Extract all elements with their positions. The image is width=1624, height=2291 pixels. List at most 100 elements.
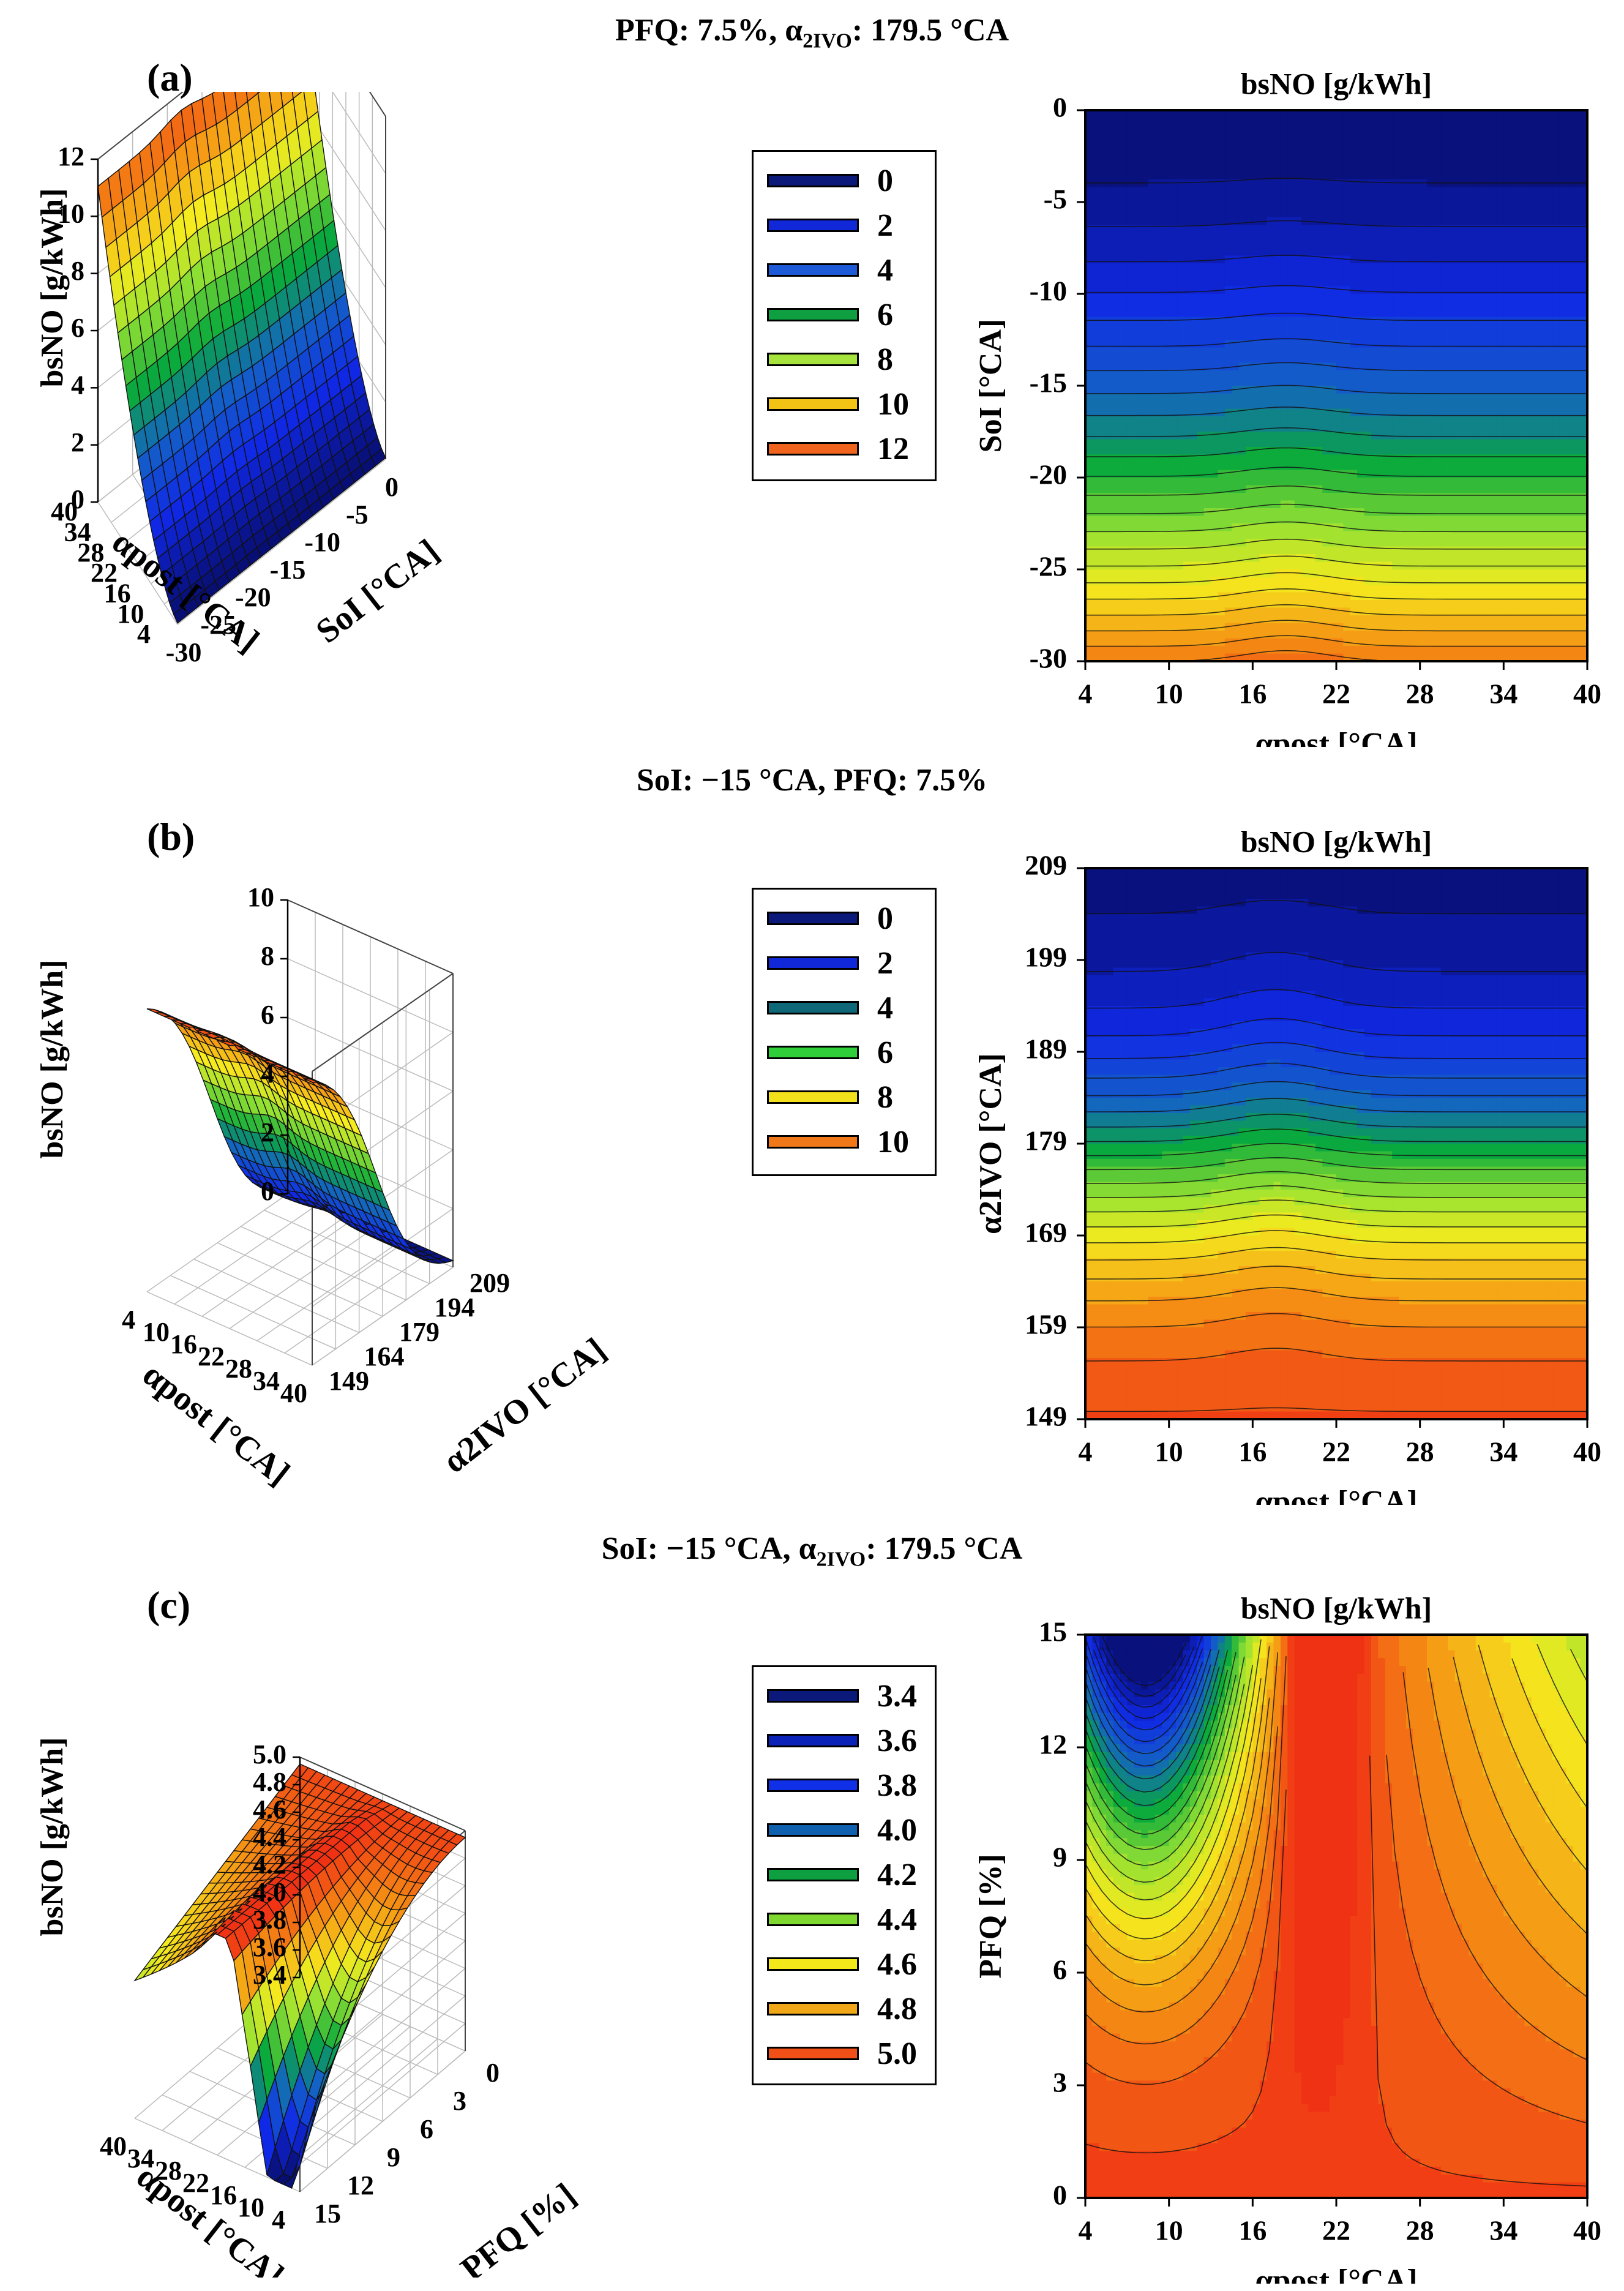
contour-cell bbox=[1308, 309, 1316, 318]
contour-cell bbox=[1120, 539, 1128, 547]
contour-cell bbox=[1218, 263, 1225, 272]
contour-cell bbox=[1357, 493, 1365, 501]
contour-cell bbox=[1392, 286, 1400, 294]
contour-cell bbox=[1218, 248, 1225, 257]
contour-cell bbox=[1224, 462, 1232, 471]
contour-cell bbox=[1462, 393, 1469, 402]
contour-cell bbox=[1120, 592, 1128, 601]
contour-cell bbox=[1378, 516, 1386, 524]
contour-cell bbox=[1399, 600, 1407, 609]
contour-cell bbox=[1336, 539, 1344, 547]
contour-cell bbox=[1148, 225, 1156, 233]
contour-cell bbox=[1392, 225, 1400, 233]
contour-cell bbox=[1141, 370, 1149, 379]
contour-cell bbox=[1134, 386, 1142, 394]
contour-cell bbox=[1224, 194, 1232, 203]
contour-cell bbox=[1336, 470, 1344, 478]
contour-cell bbox=[1189, 508, 1197, 517]
contour-cell bbox=[1434, 171, 1442, 180]
contour-cell bbox=[1336, 500, 1344, 509]
contour-cell bbox=[1252, 432, 1260, 440]
contour-cell bbox=[1350, 187, 1358, 195]
contour-cell bbox=[1183, 370, 1191, 379]
contour-cell bbox=[1371, 585, 1379, 593]
contour-cell bbox=[1113, 439, 1121, 448]
contour-cell bbox=[1197, 248, 1205, 257]
contour-cell bbox=[1357, 271, 1365, 279]
contour-cell bbox=[1238, 393, 1246, 402]
contour-cell bbox=[1392, 577, 1400, 585]
contour-cell bbox=[1301, 577, 1309, 585]
contour-cell bbox=[1308, 401, 1316, 410]
contour-cell bbox=[1308, 607, 1316, 616]
contour-cell bbox=[1197, 539, 1205, 547]
contour-cell bbox=[1301, 408, 1309, 417]
contour-cell bbox=[1462, 279, 1469, 287]
contour-cell bbox=[1224, 631, 1232, 639]
contour-cell bbox=[1385, 554, 1393, 563]
contour-cell bbox=[1510, 286, 1518, 294]
contour-cell bbox=[1141, 615, 1149, 624]
contour-cell bbox=[1364, 516, 1372, 524]
contour-cell bbox=[1099, 340, 1107, 348]
contour-cell bbox=[1405, 209, 1413, 218]
contour-cell bbox=[1308, 393, 1316, 402]
contour-cell bbox=[1189, 110, 1197, 119]
contour-cell bbox=[1343, 225, 1351, 233]
contour-cell bbox=[1378, 202, 1386, 211]
contour-cell bbox=[1301, 271, 1309, 279]
contour-cell bbox=[1413, 370, 1421, 379]
contour-cell bbox=[1517, 301, 1525, 310]
contour-cell bbox=[1301, 255, 1309, 264]
contour-cell bbox=[1211, 531, 1218, 539]
contour-cell bbox=[1378, 317, 1386, 325]
contour-cell bbox=[1399, 378, 1407, 386]
contour-cell bbox=[1197, 179, 1205, 187]
contour-cell bbox=[1308, 347, 1316, 356]
contour-cell bbox=[1287, 447, 1295, 456]
contour-cell bbox=[1343, 577, 1351, 585]
contour-cell bbox=[1085, 592, 1093, 601]
contour-cell bbox=[1503, 432, 1511, 440]
contour-cell bbox=[1336, 301, 1344, 310]
contour-cell bbox=[1099, 378, 1107, 386]
contour-cell bbox=[1238, 240, 1246, 249]
contour-cell bbox=[1224, 615, 1232, 624]
contour-cell bbox=[1148, 324, 1156, 333]
contour-cell bbox=[1224, 255, 1232, 264]
contour-cell bbox=[1462, 454, 1469, 463]
contour-cell bbox=[1308, 470, 1316, 478]
contour-cell bbox=[1378, 546, 1386, 555]
contour-cell bbox=[1454, 523, 1462, 532]
contour-cell bbox=[1448, 424, 1456, 432]
contour-cell bbox=[1440, 233, 1448, 241]
contour-cell bbox=[1154, 607, 1162, 616]
contour-cell bbox=[1085, 623, 1093, 631]
contour-cell bbox=[1099, 294, 1107, 302]
contour-cell bbox=[1169, 347, 1177, 356]
contour-cell bbox=[1462, 163, 1469, 172]
contour-cell bbox=[1378, 508, 1386, 517]
contour-cell bbox=[1224, 577, 1232, 585]
contour-cell bbox=[1245, 653, 1253, 662]
contour-cell bbox=[1385, 577, 1393, 585]
contour-cell bbox=[1440, 286, 1448, 294]
contour-cell bbox=[1510, 623, 1518, 631]
contour-cell bbox=[1371, 118, 1379, 126]
contour-cell bbox=[1148, 432, 1156, 440]
contour-cell bbox=[1371, 202, 1379, 211]
contour-cell bbox=[1517, 133, 1525, 141]
contour-cell bbox=[1218, 148, 1225, 157]
contour-cell bbox=[1127, 233, 1135, 241]
contour-cell bbox=[1294, 301, 1302, 310]
contour-cell bbox=[1399, 439, 1407, 448]
contour-cell bbox=[1336, 209, 1344, 218]
contour-cell bbox=[1392, 408, 1400, 417]
contour-cell bbox=[1127, 631, 1135, 639]
contour-cell bbox=[1434, 148, 1442, 157]
contour-cell bbox=[1085, 401, 1093, 410]
contour-cell bbox=[1413, 523, 1421, 532]
contour-cell bbox=[1148, 171, 1156, 180]
contour-cell bbox=[1113, 248, 1121, 257]
contour-cell bbox=[1350, 118, 1358, 126]
